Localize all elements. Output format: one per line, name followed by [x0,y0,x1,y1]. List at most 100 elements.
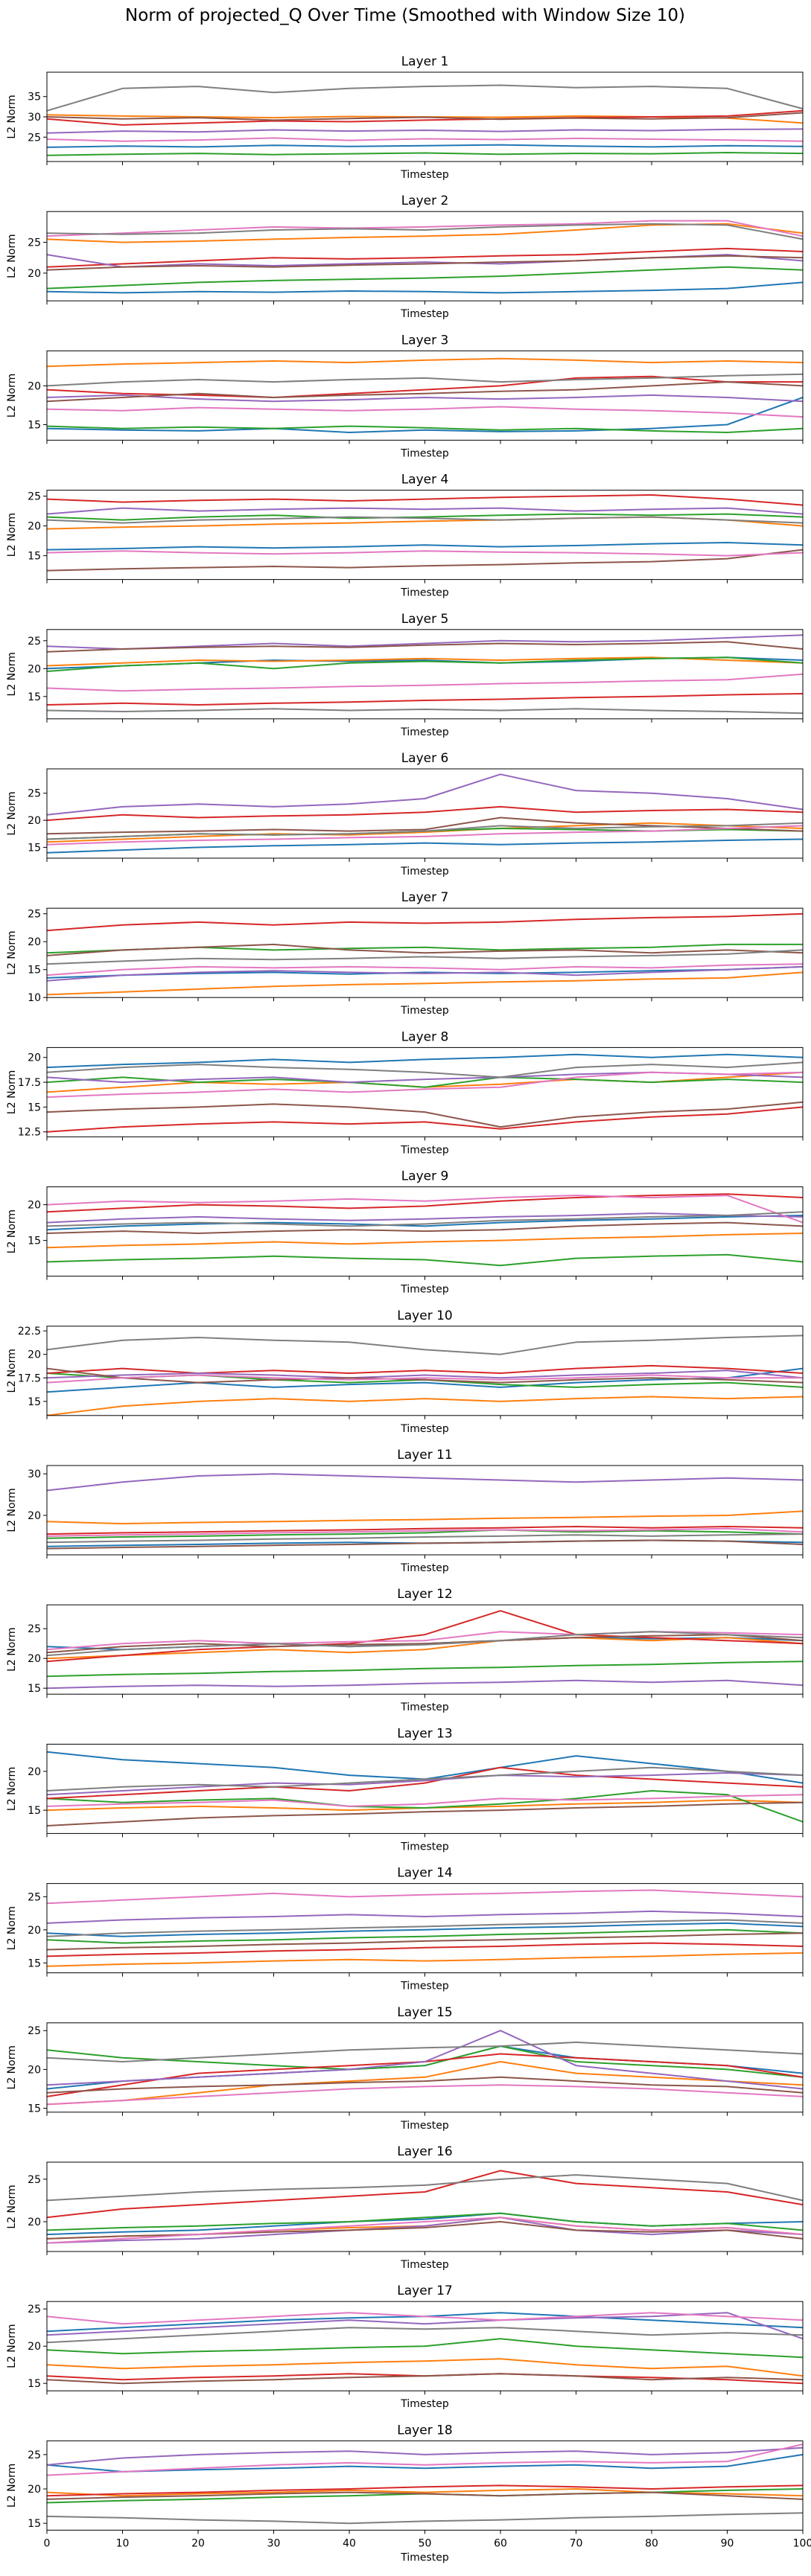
y-tick-label: 20 [28,380,41,392]
series-line-5 [46,1473,804,1492]
y-tick-label: 25 [28,237,41,249]
series-line-2 [46,1952,804,1967]
y-axis-label: L2 Norm [6,791,18,835]
y-tick-label: 25 [28,2174,41,2186]
subplot-layer-11: Layer 11 20 30 Timestep L2 Norm [6,1448,804,1574]
subplot-title: Layer 10 [397,1308,452,1323]
y-tick-label: 30 [28,112,41,124]
series-line-5 [46,965,804,982]
x-axis-label: Timestep [400,1284,449,1296]
subplot-title: Layer 12 [397,1587,452,1602]
series-line-6 [46,1221,804,1234]
series-line-5 [46,1212,804,1224]
x-axis-label: Timestep [400,866,449,878]
y-axis-label: L2 Norm [6,652,18,696]
series-group [46,2030,804,2106]
series-line-2 [46,1637,804,1660]
y-tick-label: 22.5 [18,1326,41,1337]
y-tick-label: 20 [28,2064,41,2076]
series-line-5 [46,1910,804,1924]
series-line-6 [46,2491,804,2500]
series-line-6 [46,255,804,271]
subplot-title: Layer 13 [397,1726,452,1741]
series-line-4 [46,693,804,706]
subplot-title: Layer 17 [397,2283,452,2298]
x-tick-label: 20 [191,2537,205,2549]
subplot-title: Layer 3 [401,333,449,348]
y-tick-label: 20 [28,936,41,948]
series-line-8 [46,373,804,387]
series-line-4 [46,247,804,268]
series-line-3 [46,2338,804,2359]
series-line-3 [46,1928,804,1944]
series-line-5 [46,773,804,816]
y-tick-label: 20 [28,521,41,533]
x-tick-label: 90 [721,2537,734,2549]
y-tick-label: 20 [28,1200,41,1212]
subplot-title: Layer 14 [397,1866,452,1881]
series-group [46,1610,804,1690]
subplot-title: Layer 4 [401,473,449,488]
y-tick-label: 20 [28,1349,41,1361]
series-line-7 [46,825,804,846]
subplot-layer-4: Layer 4 15 20 25 Timestep L2 Norm [6,473,804,599]
x-axis-label: Timestep [400,1562,449,1574]
series-line-8 [46,2512,804,2525]
series-line-5 [46,394,804,403]
series-line-1 [46,2453,804,2473]
series-line-8 [46,949,804,965]
y-tick-label: 20 [28,815,41,827]
series-line-2 [46,971,804,996]
series-line-5 [46,2312,804,2340]
y-tick-label: 15 [28,2103,41,2115]
series-group [46,220,804,294]
series-group [46,2170,804,2244]
y-tick-label: 25 [28,909,41,921]
series-line-8 [46,2174,804,2202]
series-line-7 [46,1889,804,1905]
series-line-6 [46,1634,804,1654]
series-line-1 [46,1215,804,1231]
y-tick-label: 20 [28,2217,41,2228]
series-line-7 [46,2444,804,2476]
y-axis-label: L2 Norm [6,1488,18,1532]
x-axis-label: Timestep [400,308,449,320]
x-axis-label: Timestep [400,587,449,599]
figure-title: Norm of projected_Q Over Time (Smoothed … [125,6,685,25]
y-tick-label: 30 [28,1468,41,1480]
series-group [46,1193,804,1267]
series-line-4 [46,1526,804,1535]
series-line-4 [46,109,804,126]
series-line-7 [46,137,804,142]
subplot-title: Layer 1 [401,54,449,69]
series-line-6 [46,1367,804,1384]
series-line-6 [46,381,804,403]
subplot-layer-3: Layer 3 15 20 Timestep L2 Norm [6,333,804,459]
y-tick-label: 15 [28,2378,41,2390]
series-line-3 [46,1529,804,1539]
series-line-2 [46,2061,804,2106]
series-line-7 [46,673,804,692]
y-tick-label: 15 [28,420,41,432]
series-group [46,2444,804,2525]
y-axis-label: L2 Norm [6,2324,18,2368]
subplots-container: Layer 1 25 30 35 Timestep L2 Norm Layer 2 20 25 T… [6,54,811,2563]
y-tick-label: 15 [28,965,41,977]
series-line-6 [46,2221,804,2240]
series-line-4 [46,1942,804,1957]
x-axis-label: Timestep [400,1423,449,1435]
subplot-title: Layer 18 [397,2423,452,2438]
series-line-8 [46,822,804,840]
subplot-layer-13: Layer 13 15 20 Timestep L2 Norm [6,1726,804,1853]
subplot-title: Layer 9 [401,1169,449,1184]
x-axis-label: Timestep [400,1701,449,1713]
y-axis-label: L2 Norm [6,95,18,138]
series-group [46,773,804,854]
series-line-1 [46,397,804,433]
series-line-1 [46,144,804,148]
series-line-4 [46,494,804,506]
series-line-3 [46,513,804,521]
x-axis-label: Timestep [400,1005,449,1017]
series-group [46,2312,804,2385]
x-tick-label: 70 [570,2537,583,2549]
